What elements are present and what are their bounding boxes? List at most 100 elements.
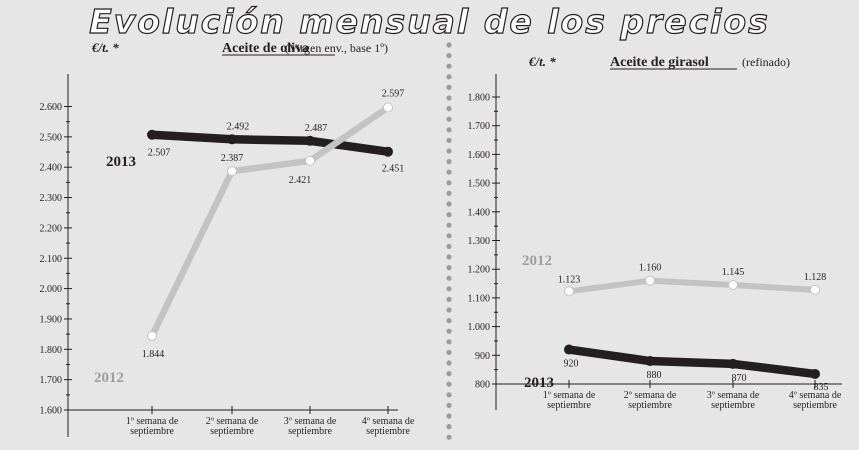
separator-dot	[446, 434, 452, 440]
y-tick-label: 1.600	[40, 406, 63, 417]
separator-dot	[446, 159, 452, 165]
separator-dot	[446, 349, 452, 355]
separator-dot	[446, 371, 452, 377]
y-tick-label: 1.700	[40, 375, 63, 386]
unit-label: €/t. *	[91, 40, 119, 55]
separator-dot	[446, 42, 452, 48]
y-tick-label: 1.400	[468, 207, 491, 218]
y-tick-label: 1.500	[468, 179, 491, 190]
separator-dot	[446, 74, 452, 80]
separator-dot	[446, 318, 452, 324]
y-tick-label: 1.800	[40, 345, 63, 356]
page-title: Evolución mensual de los precios	[89, 1, 770, 41]
y-tick-label: 1.300	[468, 236, 491, 247]
data-label: 880	[647, 370, 662, 381]
y-tick-label: 2.300	[40, 193, 63, 204]
data-point	[383, 146, 393, 157]
separator-dot	[446, 381, 452, 387]
separator-dot	[446, 212, 452, 218]
data-point	[305, 155, 315, 166]
product-note: (refinado)	[742, 55, 790, 69]
separator-dot	[446, 233, 452, 239]
data-point	[645, 356, 655, 367]
separator-dot	[446, 84, 452, 90]
y-tick-label: 900	[475, 351, 490, 362]
x-tick-label: 4º semana de septiembre	[789, 390, 842, 411]
series-label: 2012	[522, 253, 552, 269]
data-label: 835	[814, 382, 829, 393]
data-point	[645, 275, 655, 286]
separator-dot	[446, 339, 452, 345]
separator-dot	[446, 243, 452, 249]
y-tick-label: 1.800	[468, 93, 491, 104]
data-label: 1.844	[142, 349, 165, 360]
data-label: 2.421	[289, 175, 312, 186]
separator-dot	[446, 137, 452, 143]
separator-dot	[446, 328, 452, 334]
x-tick-label: 4º semana de septiembre	[362, 416, 415, 437]
separator-dot	[446, 392, 452, 398]
x-tick-label: 2º semana de septiembre	[624, 390, 677, 411]
data-point	[810, 368, 820, 379]
y-tick-label: 2.100	[40, 254, 63, 265]
separator-dot	[446, 360, 452, 366]
data-point	[564, 286, 574, 297]
data-point	[227, 134, 237, 145]
series-label: 2012	[94, 370, 124, 386]
series-label: 2013	[524, 375, 554, 391]
separator-dot	[446, 424, 452, 430]
separator-dot	[446, 169, 452, 175]
data-label: 920	[564, 359, 579, 370]
y-tick-label: 1.200	[468, 265, 491, 276]
y-tick-label: 800	[475, 380, 490, 391]
data-point	[227, 166, 237, 177]
y-tick-label: 1.600	[468, 150, 491, 161]
unit-label: €/t. *	[528, 54, 556, 69]
separator-dot	[446, 413, 452, 419]
data-label: 2.507	[148, 148, 171, 159]
series-line	[147, 130, 393, 156]
separator-dot	[446, 53, 452, 59]
data-label: 1.123	[558, 274, 581, 285]
y-tick-label: 2.400	[40, 163, 63, 174]
y-tick-label: 2.500	[40, 132, 63, 143]
separator-dot	[446, 116, 452, 122]
data-label: 1.160	[639, 263, 662, 274]
data-point	[728, 279, 738, 290]
data-label: 2.597	[382, 88, 405, 99]
separator-dot	[446, 190, 452, 196]
product-title: Aceite de girasol	[610, 55, 709, 70]
y-tick-label: 2.200	[40, 223, 63, 234]
y-tick-label: 1.900	[40, 314, 63, 325]
x-tick-label: 3º semana de septiembre	[707, 390, 760, 411]
data-label: 1.128	[804, 272, 827, 283]
y-tick-label: 1.100	[468, 293, 491, 304]
data-point	[305, 135, 315, 146]
separator-dot	[446, 296, 452, 302]
separator-dot	[446, 222, 452, 228]
data-label: 870	[732, 373, 747, 384]
data-label: 2.451	[382, 164, 405, 175]
series-line	[566, 277, 818, 295]
data-label: 2.487	[305, 123, 328, 134]
data-point	[810, 284, 820, 295]
chart-2: €/t. * Aceite de girasol (refinado) 800 900 1…	[468, 54, 842, 411]
y-tick-label: 1.700	[468, 121, 491, 132]
x-tick-label: 3º semana de septiembre	[284, 416, 337, 437]
product-title: Aceite de oliva	[222, 41, 309, 56]
x-tick-label: 1º semana de septiembre	[126, 416, 179, 437]
data-point	[147, 330, 157, 341]
chart-1: €/t. * Aceite de oliva(Virgen env., base …	[40, 40, 415, 437]
series-label: 2013	[106, 154, 136, 170]
y-tick-label: 1.000	[468, 322, 491, 333]
separator-dot	[446, 180, 452, 186]
product-note: (Virgen env., base 1º)	[285, 41, 388, 55]
separator-dot	[446, 127, 452, 133]
separator-dot	[446, 402, 452, 408]
data-point	[564, 344, 574, 355]
x-tick-label: 1º semana de septiembre	[543, 390, 596, 411]
data-point	[383, 102, 393, 113]
separator-dot	[446, 254, 452, 260]
separator-dot	[446, 307, 452, 313]
